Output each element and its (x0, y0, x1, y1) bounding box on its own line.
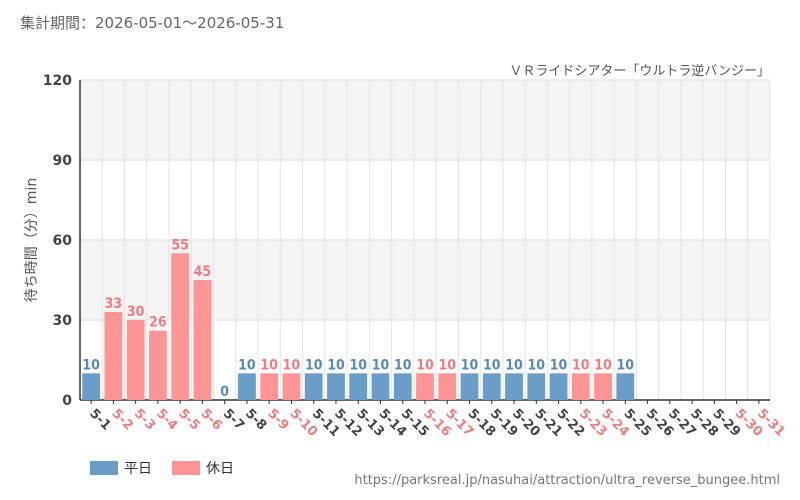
data-label-5-8: 10 (238, 357, 256, 373)
bar-5-1 (82, 373, 101, 400)
bar-5-8 (238, 373, 256, 400)
legend-weekday: 平日 (90, 458, 152, 478)
bar-5-18 (460, 373, 479, 400)
data-label-5-13: 10 (349, 357, 367, 373)
data-label-5-15: 10 (394, 357, 412, 373)
bar-5-15 (393, 373, 412, 400)
bar-5-5 (171, 253, 190, 400)
bar-5-17 (438, 373, 457, 400)
bar-5-4 (149, 330, 167, 400)
data-label-5-17: 10 (438, 357, 456, 373)
data-label-5-12: 10 (327, 357, 345, 373)
y-tick-label: 0 (62, 393, 72, 409)
source-url: https://parksreal.jp/nasuhai/attraction/… (354, 473, 780, 488)
bar-5-10 (282, 373, 301, 400)
period-label: 集計期間：2026-05-01～2026-05-31 (20, 14, 285, 32)
data-label-5-3: 30 (127, 304, 145, 320)
data-label-5-19: 10 (483, 357, 501, 373)
data-label-5-1: 10 (82, 357, 100, 373)
attraction-name: ＶＲライドシアター「ウルトラ逆バンジー」 (509, 64, 770, 79)
bar-5-14 (371, 373, 390, 400)
data-label-5-5: 55 (171, 237, 189, 253)
bar-5-9 (260, 373, 279, 400)
bar-5-25 (616, 373, 635, 400)
plot-band (80, 160, 770, 240)
x-tick-label-5-1: 5-1 (86, 406, 113, 433)
data-label-5-9: 10 (260, 357, 278, 373)
bar-5-3 (126, 320, 145, 400)
bar-5-22 (549, 373, 568, 400)
x-tick-label-5-8: 5-8 (242, 406, 269, 433)
y-tick-label: 30 (53, 313, 73, 329)
y-tick-label: 120 (43, 73, 72, 89)
bar-5-19 (482, 373, 501, 400)
bar-5-23 (571, 373, 590, 400)
bar-5-24 (594, 373, 612, 400)
x-tick-label-5-3: 5-3 (131, 406, 158, 433)
data-label-5-22: 10 (550, 357, 568, 373)
data-label-5-16: 10 (416, 357, 434, 373)
data-label-5-25: 10 (617, 357, 635, 373)
legend-holiday: 休日 (172, 458, 234, 478)
legend: 平日 休日 (90, 458, 234, 478)
data-label-5-14: 10 (372, 357, 390, 373)
x-tick-label-5-9: 5-9 (264, 406, 291, 433)
bar-5-2 (104, 312, 123, 400)
data-label-5-7: 0 (220, 384, 229, 400)
data-label-5-10: 10 (283, 357, 301, 373)
plot-band (80, 80, 770, 160)
x-tick-label-5-5: 5-5 (175, 406, 202, 433)
data-label-5-24: 10 (594, 357, 612, 373)
legend-holiday-swatch (172, 461, 200, 475)
bar-5-21 (527, 373, 546, 400)
x-tick-label-5-4: 5-4 (153, 406, 180, 433)
data-label-5-20: 10 (505, 357, 523, 373)
data-label-5-21: 10 (528, 357, 546, 373)
data-label-5-23: 10 (572, 357, 590, 373)
y-axis-title: 待ち時間（分）min (24, 178, 40, 302)
bar-5-20 (505, 373, 523, 400)
bar-5-6 (193, 280, 212, 400)
data-label-5-11: 10 (305, 357, 323, 373)
data-label-5-18: 10 (461, 357, 479, 373)
bar-5-13 (349, 373, 368, 400)
bar-5-12 (327, 373, 345, 400)
x-tick-label-5-2: 5-2 (109, 406, 136, 433)
data-label-5-2: 33 (105, 296, 123, 312)
data-label-5-4: 26 (149, 315, 167, 331)
y-tick-label: 90 (53, 153, 73, 169)
legend-holiday-label: 休日 (206, 461, 234, 477)
x-tick-label-5-7: 5-7 (220, 406, 247, 433)
y-tick-label: 60 (53, 233, 73, 249)
data-label-5-6: 45 (194, 264, 212, 280)
x-tick-label-5-6: 5-6 (198, 406, 225, 433)
legend-weekday-swatch (90, 461, 118, 475)
bar-5-11 (304, 373, 323, 400)
bar-5-16 (416, 373, 434, 400)
legend-weekday-label: 平日 (124, 461, 152, 477)
